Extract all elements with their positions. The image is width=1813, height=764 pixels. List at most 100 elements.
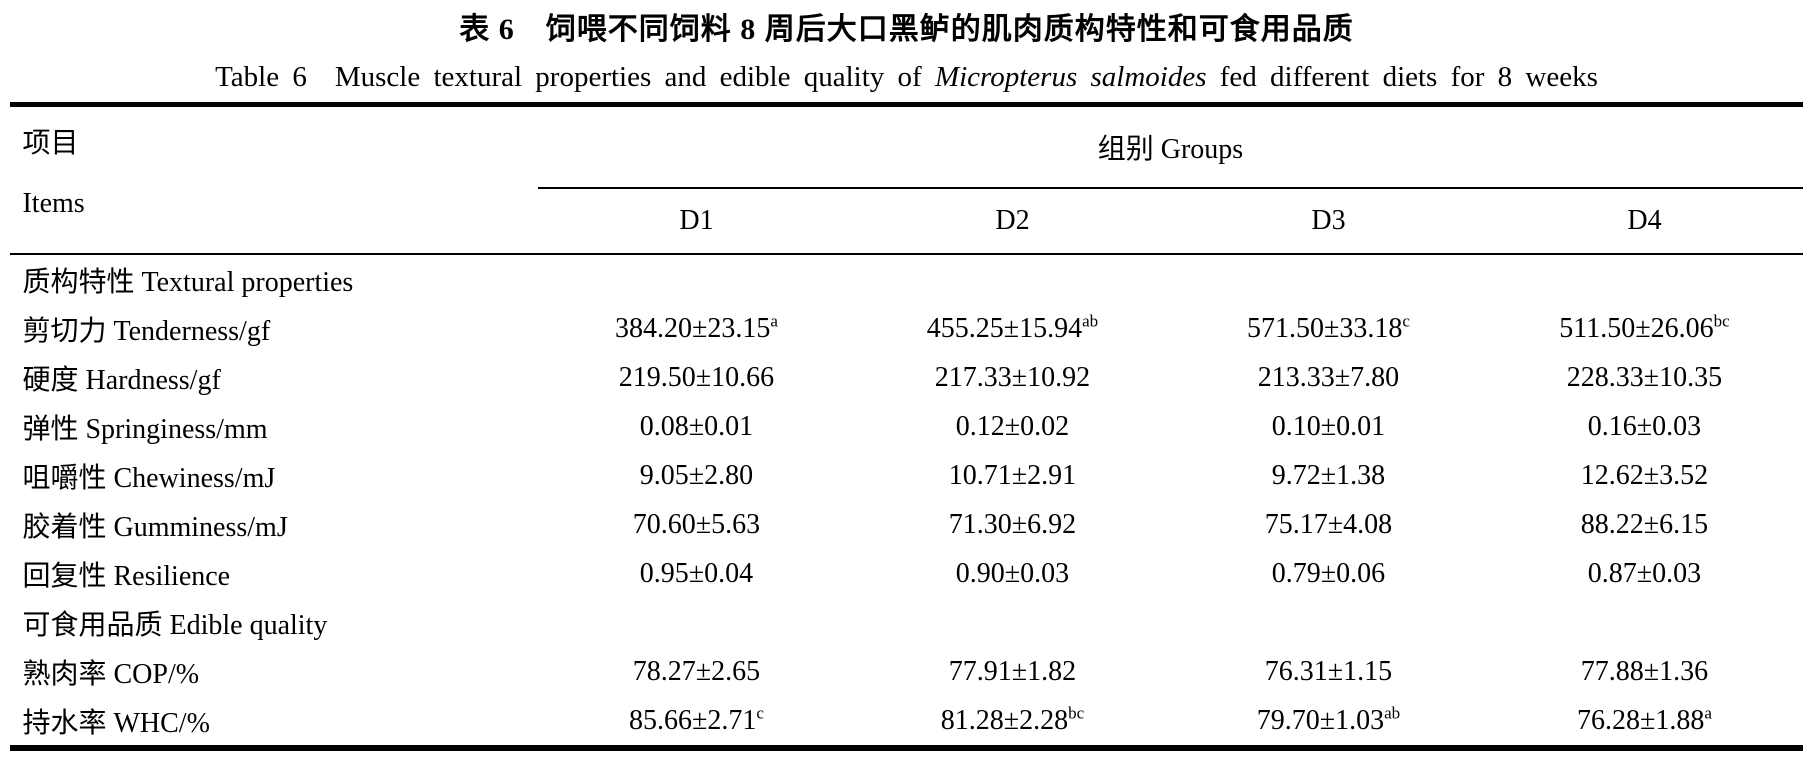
table-row-springiness: 弹性 Springiness/mm 0.08±0.01 0.12±0.02 0.…	[10, 402, 1802, 451]
caption-chinese: 表 6 饲喂不同饲料 8 周后大口黑鲈的肌肉质构特性和可食用品质	[459, 13, 1354, 46]
cell-value: 76.28±1.88	[1577, 704, 1705, 736]
caption-english: Table 6 Muscle textural properties and ed…	[0, 60, 1813, 94]
value-cell: 0.87±0.03	[1486, 549, 1802, 598]
value-cell: 384.20±23.15a	[538, 304, 854, 353]
significance-superscript: ab	[1082, 311, 1099, 331]
cell-value: 455.25±15.94	[926, 312, 1083, 344]
cell-value: 79.70±1.03	[1256, 704, 1385, 736]
value-cell: 9.05±2.80	[538, 451, 854, 500]
cell-value: 511.50±26.06	[1559, 312, 1714, 344]
cell-value: 0.12±0.02	[955, 410, 1070, 442]
value-cell: 75.17±4.08	[1170, 500, 1486, 549]
value-cell: 0.12±0.02	[854, 402, 1170, 451]
cell-value: 0.90±0.03	[955, 557, 1070, 589]
table-row-tenderness: 剪切力 Tenderness/gf 384.20±23.15a 455.25±1…	[10, 304, 1802, 353]
cell-value: 217.33±10.92	[934, 361, 1091, 393]
groups-header: 组别 Groups	[538, 104, 1803, 189]
table-row-whc: 持水率 WHC/% 85.66±2.71c 81.28±2.28bc 79.70…	[10, 696, 1802, 748]
value-cell: 70.60±5.63	[538, 500, 854, 549]
value-cell: 71.30±6.92	[854, 500, 1170, 549]
cell-value: 0.10±0.01	[1271, 410, 1386, 442]
cell-value: 70.60±5.63	[632, 508, 761, 540]
significance-superscript: c	[756, 703, 764, 723]
value-cell: 77.91±1.82	[854, 647, 1170, 696]
table-row-resilience: 回复性 Resilience 0.95±0.04 0.90±0.03 0.79±…	[10, 549, 1802, 598]
cell-value: 77.91±1.82	[948, 655, 1077, 687]
cell-value: 81.28±2.28	[940, 704, 1069, 736]
section-label: 可食用品质 Edible quality	[22, 609, 328, 641]
table-row-cop: 熟肉率 COP/% 78.27±2.65 77.91±1.82 76.31±1.…	[10, 647, 1802, 696]
cell-value: 9.72±1.38	[1271, 459, 1386, 491]
row-label: 弹性 Springiness/mm	[22, 413, 268, 445]
row-label: 胶着性 Gumminess/mJ	[22, 511, 288, 543]
column-header-d3: D3	[1170, 188, 1487, 255]
cell-value: 213.33±7.80	[1257, 361, 1400, 393]
value-cell: 0.79±0.06	[1170, 549, 1486, 598]
cell-value: 71.30±6.92	[948, 508, 1077, 540]
table-row-gumminess: 胶着性 Gumminess/mJ 70.60±5.63 71.30±6.92 7…	[10, 500, 1802, 549]
table-row-hardness: 硬度 Hardness/gf 219.50±10.66 217.33±10.92…	[10, 353, 1802, 402]
table-caption: 表 6 饲喂不同饲料 8 周后大口黑鲈的肌肉质构特性和可食用品质 Table 6…	[0, 0, 1813, 94]
value-cell: 78.27±2.65	[538, 647, 854, 696]
significance-superscript: a	[1704, 703, 1712, 723]
species-latin-name: Micropterus salmoides	[934, 61, 1207, 93]
header-row-diet-columns: D1 D2 D3 D4	[10, 188, 1803, 255]
value-cell: 0.10±0.01	[1170, 402, 1486, 451]
cell-value: 0.87±0.03	[1587, 557, 1702, 589]
value-cell: 10.71±2.91	[854, 451, 1170, 500]
muscle-quality-table: 项目 Items 组别 Groups D1 D2 D3 D4 质构特性 Text…	[10, 102, 1803, 751]
items-header-zh: 项目	[22, 128, 79, 159]
row-label: 咀嚼性 Chewiness/mJ	[22, 462, 276, 494]
row-label: 持水率 WHC/%	[22, 707, 210, 739]
value-cell: 219.50±10.66	[538, 353, 854, 402]
table-header: 项目 Items 组别 Groups D1 D2 D3 D4	[10, 104, 1803, 255]
significance-superscript: bc	[1713, 311, 1730, 331]
caption-en-text-after: fed different diets for 8 weeks	[1219, 61, 1598, 93]
column-header-d1: D1	[538, 188, 855, 255]
row-label: 剪切力 Tenderness/gf	[22, 315, 271, 347]
section-row-textural: 质构特性 Textural properties	[10, 254, 1802, 304]
table-row-chewiness: 咀嚼性 Chewiness/mJ 9.05±2.80 10.71±2.91 9.…	[10, 451, 1802, 500]
value-cell: 0.16±0.03	[1486, 402, 1802, 451]
row-label: 熟肉率 COP/%	[22, 658, 200, 690]
cell-value: 88.22±6.15	[1580, 508, 1709, 540]
value-cell: 217.33±10.92	[854, 353, 1170, 402]
row-label: 回复性 Resilience	[22, 560, 231, 592]
significance-superscript: bc	[1068, 703, 1085, 723]
cell-value: 78.27±2.65	[632, 655, 761, 687]
cell-value: 0.95±0.04	[639, 557, 754, 589]
cell-value: 85.66±2.71	[629, 704, 757, 736]
value-cell: 77.88±1.36	[1486, 647, 1802, 696]
significance-superscript: ab	[1384, 703, 1401, 723]
section-row-edible: 可食用品质 Edible quality	[10, 598, 1802, 647]
caption-en-prefix: Table 6	[215, 61, 307, 93]
table-body: 质构特性 Textural properties 剪切力 Tenderness/…	[10, 254, 1802, 748]
significance-superscript: c	[1402, 311, 1410, 331]
column-header-d2: D2	[854, 188, 1171, 255]
value-cell: 0.95±0.04	[538, 549, 854, 598]
value-cell: 0.90±0.03	[854, 549, 1170, 598]
value-cell: 79.70±1.03ab	[1170, 696, 1486, 748]
row-label: 硬度 Hardness/gf	[22, 364, 221, 396]
value-cell: 228.33±10.35	[1486, 353, 1802, 402]
cell-value: 0.16±0.03	[1587, 410, 1702, 442]
cell-value: 228.33±10.35	[1566, 361, 1723, 393]
value-cell: 81.28±2.28bc	[854, 696, 1170, 748]
cell-value: 12.62±3.52	[1580, 459, 1709, 491]
cell-value: 76.31±1.15	[1264, 655, 1393, 687]
items-header-cell: 项目 Items	[10, 104, 539, 255]
value-cell: 76.28±1.88a	[1486, 696, 1802, 748]
cell-value: 0.08±0.01	[639, 410, 754, 442]
items-header-en: Items	[22, 188, 85, 219]
value-cell: 455.25±15.94ab	[854, 304, 1170, 353]
section-label: 质构特性 Textural properties	[22, 266, 354, 298]
cell-value: 9.05±2.80	[639, 459, 754, 491]
value-cell: 88.22±6.15	[1486, 500, 1802, 549]
value-cell: 213.33±7.80	[1170, 353, 1486, 402]
cell-value: 384.20±23.15	[615, 312, 771, 344]
significance-superscript: a	[770, 311, 778, 331]
value-cell: 511.50±26.06bc	[1486, 304, 1802, 353]
value-cell: 571.50±33.18c	[1170, 304, 1486, 353]
value-cell: 12.62±3.52	[1486, 451, 1802, 500]
header-row-groups: 项目 Items 组别 Groups	[10, 104, 1803, 255]
